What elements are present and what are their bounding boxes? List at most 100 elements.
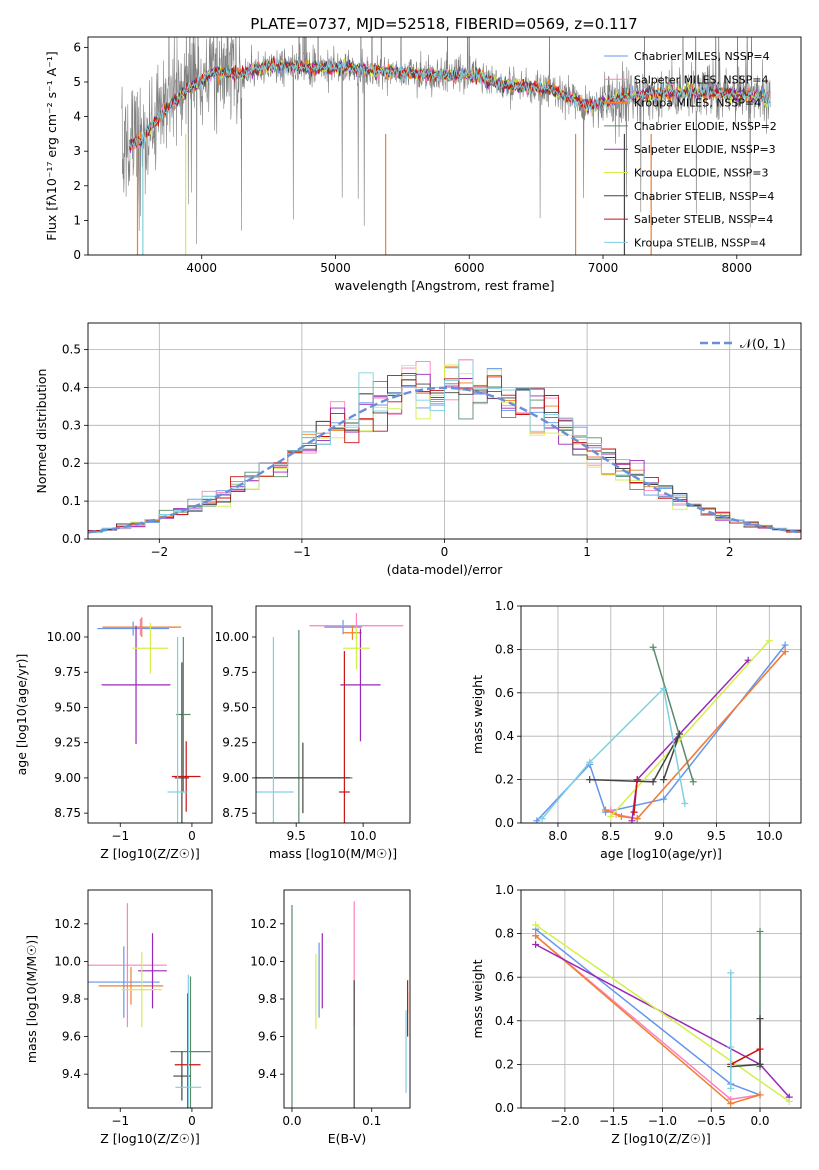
y-tick-label: 9.50 [54,700,81,714]
mass-weight-marker [633,815,641,823]
mass-weight-marker [727,1100,735,1108]
y-tick-label: 0.4 [62,380,81,394]
y-tick-label: 8.75 [222,806,249,820]
mass-weight-marker [660,684,668,692]
plot-area [88,903,211,1108]
age-vs-metallicity-chart: −1 0 8.75 9.00 9.25 9.50 9.75 10.00 Z [log10(Z/Z… [14,605,213,861]
y-tick-label: 1.0 [495,883,514,897]
x-tick-label: 9.0 [654,829,673,843]
y-tick-label: 4 [73,110,81,124]
legend-label: Salpeter MILES, NSSP=4 [634,73,768,86]
plot-area [532,921,793,1108]
x-tick-label: −1 [111,1114,129,1128]
x-tick-label: −0.5 [697,1114,726,1128]
x-tick-label: 6000 [454,261,485,275]
mass-weight-line [730,1048,761,1066]
legend-label: Kroupa MILES, NSSP=4 [634,97,761,110]
x-tick-label: 8.0 [548,829,567,843]
mass-weight-vs-age-chart: 8.0 8.5 9.0 9.5 10.0 0.0 0.2 0.4 0.6 0.8 1.0 age [l… [470,599,802,861]
legend-label: Chabrier STELIB, NSSP=4 [634,190,774,203]
plot-frame [255,605,411,824]
y-tick-label: 10.2 [54,917,81,931]
legend-label: Chabrier MILES, NSSP=4 [634,50,770,63]
y-tick-label: 0.8 [495,927,514,941]
y-tick-label: 9.6 [258,1030,277,1044]
mass-weight-marker [628,817,636,823]
mass-weight-marker [727,1043,735,1051]
y-tick-label: 0.3 [62,418,81,432]
y-tick-label: 0.1 [62,494,81,508]
y-axis-label: Normed distribution [34,369,49,494]
mass-weight-marker [681,799,689,807]
x-tick-label: 0.1 [362,1114,381,1128]
y-tick-label: 0.2 [495,1057,514,1071]
mass-weight-marker [765,637,773,645]
x-tick-label: 0 [188,829,196,843]
mass-weight-line [535,928,761,1096]
mass-weight-line [535,924,790,1103]
y-axis-label: mass weight [470,675,485,754]
mass-weight-vs-metallicity-chart: −2.0 −1.5 −1.0 −0.5 0.0 0.0 0.2 0.4 0.6 0.8 1.0 Z [… [470,883,802,1146]
plot-area [121,37,771,255]
y-tick-label: 0 [73,248,81,262]
mass-weight-marker [617,812,625,820]
mass-weight-marker [785,1097,793,1105]
mass-weight-line [633,779,638,813]
y-tick-label: 10.0 [54,954,81,968]
y-tick-label: 10.00 [47,630,81,644]
mass-weight-marker [532,941,540,948]
mass-weight-marker [538,815,546,823]
y-tick-label: 10.00 [215,630,249,644]
plot-area [97,617,201,823]
mass-weight-marker [756,927,764,935]
y-tick-label: 0.0 [62,532,81,546]
y-axis-label: Flux [fλ10⁻¹⁷ erg cm⁻² s⁻¹ A⁻¹] [44,51,59,240]
x-axis-label: E(B-V) [328,1131,367,1146]
mass-weight-marker [727,969,735,977]
y-tick-label: 5 [73,75,81,89]
mass-weight-marker [586,758,594,766]
plot-frame [520,605,802,824]
normal-reference-curve [88,386,801,534]
y-tick-label: 3 [73,144,81,158]
y-tick-label: 0.2 [495,773,514,787]
histogram-steps [88,359,801,533]
y-tick-label: 1.0 [495,599,514,613]
x-tick-label: 0.0 [750,1114,769,1128]
plot-frame [87,322,802,540]
mass-weight-line [652,646,694,783]
x-tick-label: −2.0 [550,1114,579,1128]
mass-weight-marker [533,817,541,823]
x-tick-label: −1 [111,829,129,843]
legend-label: Chabrier ELODIE, NSSP=2 [634,120,777,133]
spectrum-title: PLATE=0737, MJD=52518, FIBERID=0569, z=0… [250,15,637,33]
x-tick-label: 10.0 [350,829,377,843]
plot-area [533,637,789,823]
mass-weight-marker [756,1015,764,1023]
x-tick-label: 1 [583,545,591,559]
y-tick-label: 9.25 [54,736,81,750]
x-tick-label: −1 [293,545,311,559]
x-tick-label: −2 [150,545,168,559]
y-tick-label: 1 [73,213,81,227]
mass-weight-line [610,640,770,818]
y-tick-label: 0.2 [62,456,81,470]
plot-frame [283,889,411,1109]
mass-weight-marker [756,1045,764,1053]
x-axis-label: mass [log10(M/M☉)] [269,846,397,861]
x-tick-label: 0 [441,545,449,559]
y-tick-label: 9.4 [258,1067,277,1081]
mass-weight-marker [633,776,641,784]
mass-weight-marker [660,795,668,803]
x-tick-label: 2 [726,545,734,559]
y-tick-label: 6 [73,40,81,54]
x-tick-label: 9.5 [707,829,726,843]
plot-area [291,901,409,1108]
mass-weight-line [730,1018,761,1068]
y-tick-label: 9.8 [62,992,81,1006]
y-tick-label: 0.6 [495,686,514,700]
plot-frame [87,605,213,824]
mass-weight-marker [532,932,540,940]
mass-weight-line [541,686,686,820]
y-tick-label: 10.0 [250,954,277,968]
